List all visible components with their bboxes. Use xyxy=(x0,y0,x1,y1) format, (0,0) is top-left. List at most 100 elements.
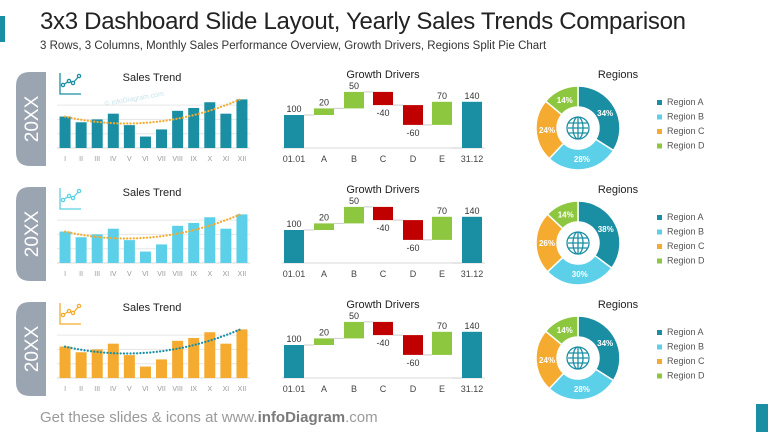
icon-dot xyxy=(70,195,76,201)
category-label: E xyxy=(439,384,445,394)
waterfall-bar xyxy=(462,331,482,378)
icon-axis xyxy=(59,303,81,325)
bar xyxy=(139,136,151,148)
data-label: 140 xyxy=(464,321,479,331)
line-chart-icon xyxy=(59,303,82,325)
legend-label: Region A xyxy=(667,327,704,337)
legend-label: Region A xyxy=(667,212,704,222)
legend-swatch xyxy=(657,229,662,235)
chart-title: Growth Drivers xyxy=(346,69,420,81)
category-label: C xyxy=(380,384,387,394)
bar xyxy=(204,332,216,378)
icon-dot xyxy=(60,197,66,203)
category-label: D xyxy=(410,154,417,164)
footer-prefix: Get these slides & icons at www. xyxy=(40,409,258,426)
slice-label: 34% xyxy=(597,109,613,118)
data-label: -40 xyxy=(376,223,389,233)
bar xyxy=(156,129,168,148)
bar xyxy=(123,355,135,378)
bar xyxy=(107,113,119,148)
waterfall-bar xyxy=(344,206,364,224)
donut-slice xyxy=(577,200,621,270)
waterfall-bar xyxy=(344,321,364,339)
month-label: II xyxy=(79,386,83,393)
month-label: IX xyxy=(190,271,197,278)
category-label: 31.12 xyxy=(461,154,484,164)
line-chart-icon xyxy=(59,188,82,210)
month-label: XI xyxy=(223,156,230,163)
bar xyxy=(204,102,216,148)
data-label: 50 xyxy=(349,196,359,206)
legend-label: Region C xyxy=(667,126,705,136)
legend-label: Region B xyxy=(667,112,704,122)
data-label: 140 xyxy=(464,206,479,216)
chart-title: Sales Trend xyxy=(123,187,182,199)
bar xyxy=(75,352,87,378)
waterfall-bar xyxy=(462,216,482,263)
data-label: 50 xyxy=(349,81,359,91)
donut-slice xyxy=(577,85,621,152)
month-label: V xyxy=(127,386,132,393)
donut-slice xyxy=(546,200,579,230)
data-label: 100 xyxy=(286,334,301,344)
chart-title: Sales Trend xyxy=(123,72,182,84)
legend-label: Region D xyxy=(667,256,705,266)
bar xyxy=(91,119,103,148)
bar xyxy=(236,99,248,148)
bar xyxy=(172,225,184,263)
icon-dot xyxy=(60,312,66,318)
category-label: 31.12 xyxy=(461,384,484,394)
data-label: -60 xyxy=(406,128,419,138)
accent-marker xyxy=(0,16,5,42)
month-label: III xyxy=(94,156,100,163)
icon-dot xyxy=(66,308,72,314)
month-label: II xyxy=(79,271,83,278)
month-label: XI xyxy=(223,271,230,278)
month-label: I xyxy=(64,156,66,163)
icon-dot xyxy=(66,78,72,84)
data-label: -40 xyxy=(376,108,389,118)
chart-title: Regions xyxy=(598,69,639,81)
legend-swatch xyxy=(657,100,662,105)
month-label: VI xyxy=(142,386,149,393)
icon-dot xyxy=(76,73,82,79)
bar xyxy=(75,237,87,263)
footer-text: Get these slides & icons at www.infoDiag… xyxy=(40,409,378,426)
category-label: B xyxy=(351,154,357,164)
legend-label: Region A xyxy=(667,97,704,107)
bar xyxy=(59,346,71,378)
month-label: IV xyxy=(110,386,117,393)
month-label: X xyxy=(207,271,212,278)
month-label: VII xyxy=(157,156,166,163)
bar xyxy=(91,234,103,263)
month-label: VII xyxy=(157,271,166,278)
month-label: XII xyxy=(238,271,247,278)
month-label: VIII xyxy=(172,271,183,278)
waterfall-bar xyxy=(432,331,452,355)
legend-label: Region C xyxy=(667,241,705,251)
category-label: B xyxy=(351,384,357,394)
bar xyxy=(59,231,71,263)
month-label: XII xyxy=(238,156,247,163)
donut-slice xyxy=(544,85,579,116)
footer-brand: infoDiagram xyxy=(257,409,346,426)
slice-label: 24% xyxy=(539,126,555,135)
bar xyxy=(236,214,248,263)
globe-icon xyxy=(566,346,590,370)
bar xyxy=(123,240,135,263)
bar xyxy=(188,337,200,378)
slice-label: 24% xyxy=(539,356,555,365)
waterfall-bar xyxy=(373,321,393,336)
data-label: 100 xyxy=(286,104,301,114)
waterfall-bar xyxy=(403,105,423,125)
month-label: VII xyxy=(157,386,166,393)
bar xyxy=(220,343,232,378)
category-label: 01.01 xyxy=(283,269,306,279)
month-label: VIII xyxy=(172,156,183,163)
month-label: III xyxy=(94,271,100,278)
category-label: 31.12 xyxy=(461,269,484,279)
category-label: D xyxy=(410,269,417,279)
footer-suffix: .com xyxy=(345,409,378,426)
